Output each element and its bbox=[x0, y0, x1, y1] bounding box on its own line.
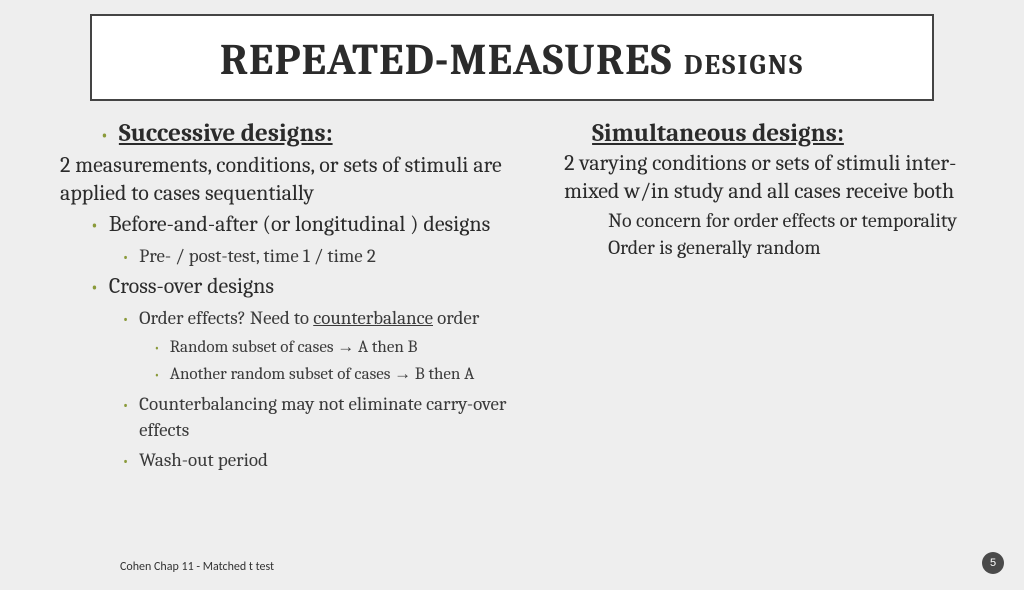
item-text: Cross-over designs bbox=[109, 272, 274, 302]
left-column: • Successive designs: 2 measurements, co… bbox=[60, 119, 524, 477]
bullet-icon: • bbox=[122, 249, 129, 265]
bullet-icon: • bbox=[122, 397, 129, 413]
bullet-icon: • bbox=[122, 453, 129, 469]
content-columns: • Successive designs: 2 measurements, co… bbox=[0, 119, 1024, 477]
item-text: Wash-out period bbox=[139, 447, 268, 474]
text-part: A then B bbox=[354, 338, 417, 357]
footer-citation: Cohen Chap 11 - Matched t test bbox=[120, 560, 274, 574]
list-item: • Order effects? Need to counterbalance … bbox=[122, 305, 524, 332]
left-heading: Successive designs: bbox=[119, 119, 333, 148]
list-item: • Pre- / post-test, time 1 / time 2 bbox=[122, 243, 524, 270]
list-item: • Another random subset of cases → B the… bbox=[154, 362, 524, 388]
bullet-icon: • bbox=[90, 215, 99, 235]
bullet-icon: • bbox=[122, 311, 129, 327]
list-item: • Wash-out period bbox=[122, 447, 524, 474]
right-column: Simultaneous designs: 2 varying conditio… bbox=[554, 119, 984, 477]
item-text: Another random subset of cases → B then … bbox=[170, 362, 475, 388]
list-item: • Random subset of cases → A then B bbox=[154, 335, 524, 361]
page-number-badge: 5 bbox=[982, 552, 1004, 574]
item-text: Pre- / post-test, time 1 / time 2 bbox=[139, 243, 376, 270]
arrow-icon: → bbox=[337, 337, 354, 356]
right-line2: Order is generally random bbox=[608, 234, 984, 261]
bullet-icon: • bbox=[90, 277, 99, 297]
page-number: 5 bbox=[990, 557, 996, 569]
left-heading-row: • Successive designs: bbox=[60, 119, 524, 150]
text-part: Random subset of cases bbox=[170, 338, 337, 357]
text-part: order bbox=[433, 307, 479, 329]
bullet-icon: • bbox=[154, 369, 160, 382]
title-sub: DESIGNS bbox=[684, 49, 804, 81]
bullet-icon: • bbox=[154, 342, 160, 355]
text-part: Order effects? Need to bbox=[139, 307, 313, 329]
arrow-icon: → bbox=[394, 364, 411, 383]
left-intro: 2 measurements, conditions, or sets of s… bbox=[60, 152, 524, 207]
bullet-icon: • bbox=[100, 125, 109, 145]
right-heading: Simultaneous designs: bbox=[592, 119, 984, 148]
text-part: B then A bbox=[411, 365, 474, 384]
item-text: Random subset of cases → A then B bbox=[170, 335, 418, 361]
title-main: REPEATED-MEASURES bbox=[220, 34, 673, 85]
list-item: • Counterbalancing may not eliminate car… bbox=[122, 391, 524, 444]
text-part: Another random subset of cases bbox=[170, 365, 394, 384]
title-box: REPEATED-MEASURES DESIGNS bbox=[90, 14, 934, 101]
item-text: Order effects? Need to counterbalance or… bbox=[139, 305, 479, 332]
item-text: Before-and-after (or longitudinal ) desi… bbox=[109, 210, 490, 240]
underlined-text: counterbalance bbox=[313, 307, 433, 329]
list-item: • Cross-over designs bbox=[90, 272, 524, 302]
list-item: • Before-and-after (or longitudinal ) de… bbox=[90, 210, 524, 240]
right-line1: No concern for order effects or temporal… bbox=[608, 207, 984, 234]
item-text: Counterbalancing may not eliminate carry… bbox=[139, 391, 524, 444]
right-intro: 2 varying conditions or sets of stimuli … bbox=[564, 150, 984, 205]
